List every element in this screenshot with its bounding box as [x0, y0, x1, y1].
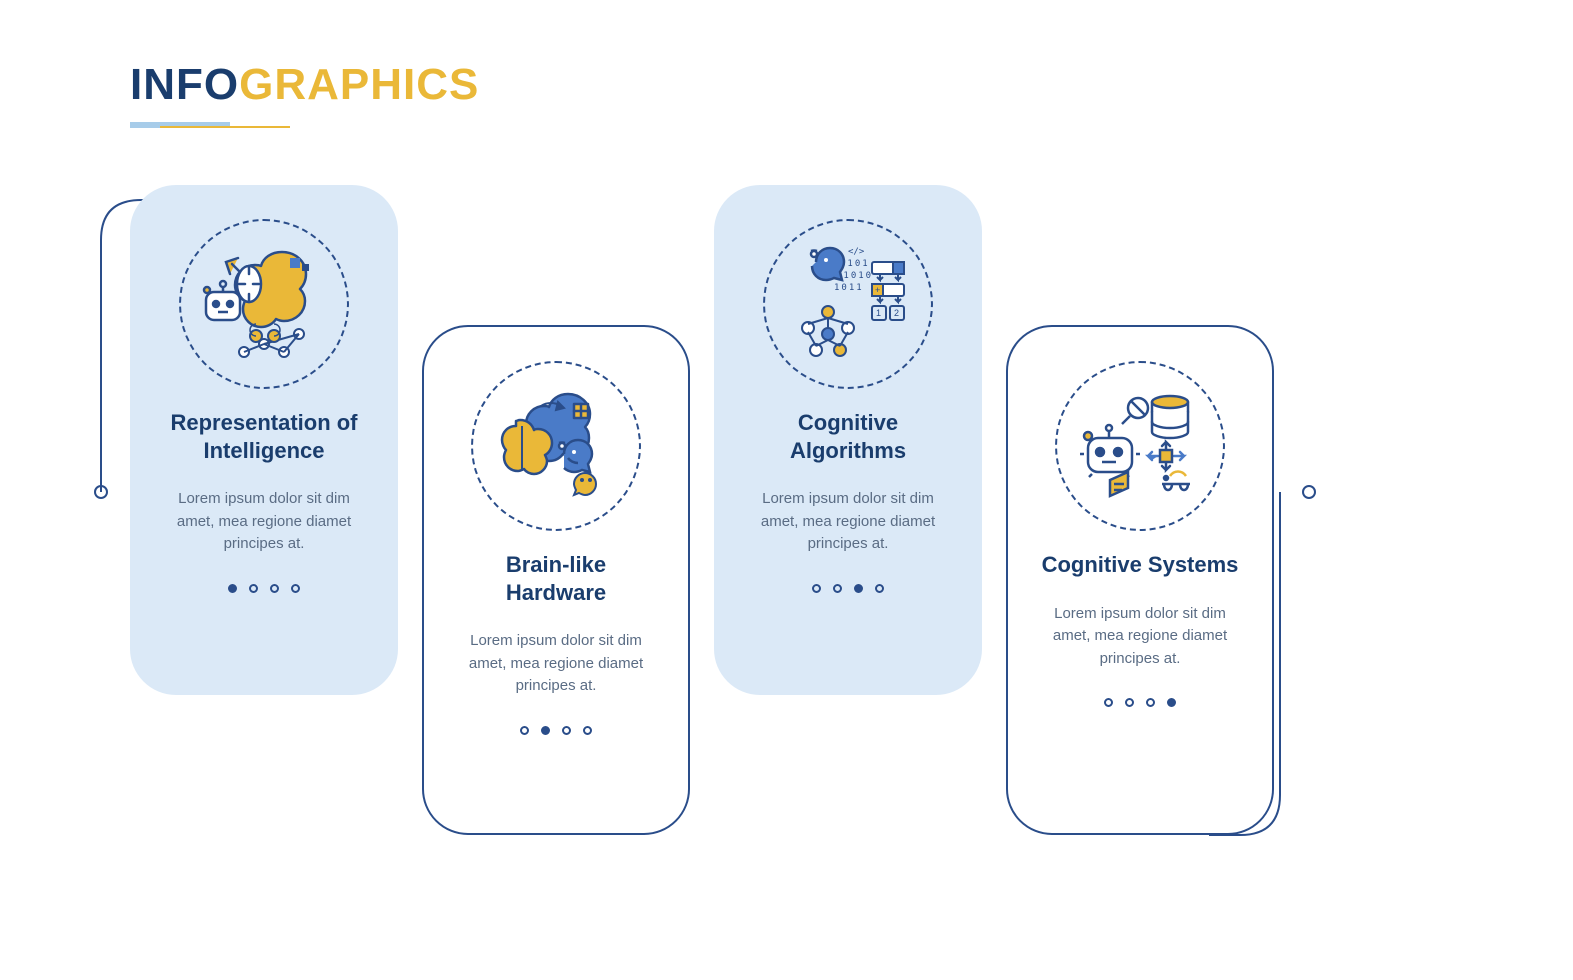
hardware-icon: [471, 361, 641, 531]
dot: [583, 726, 592, 735]
card-title: Brain-like Hardware: [448, 551, 664, 606]
dot: [1167, 698, 1176, 707]
card-0: Representation of Intelligence Lorem ipsu…: [130, 185, 398, 695]
dot: [1146, 698, 1155, 707]
dot: [562, 726, 571, 735]
dot: [270, 584, 279, 593]
title-underline: [130, 118, 300, 130]
dot: [833, 584, 842, 593]
card-title: Cognitive Systems: [1032, 551, 1248, 579]
dot: [854, 584, 863, 593]
dot: [520, 726, 529, 735]
title-part2: GRAPHICS: [239, 60, 479, 109]
card-desc: Lorem ipsum dolor sit dim amet, mea regi…: [448, 630, 664, 698]
pagination-dots: [1032, 698, 1248, 707]
dot: [1125, 698, 1134, 707]
pagination-dots: [738, 584, 958, 593]
card-desc: Lorem ipsum dolor sit dim amet, mea regi…: [738, 488, 958, 556]
dot: [812, 584, 821, 593]
page-title: INFOGRAPHICS: [130, 60, 1450, 110]
systems-icon: [1055, 361, 1225, 531]
svg-text:2: 2: [894, 308, 899, 318]
dot: [541, 726, 550, 735]
card-desc: Lorem ipsum dolor sit dim amet, mea regi…: [1032, 603, 1248, 671]
svg-text:1011: 1011: [834, 283, 864, 293]
cards-row: Representation of Intelligence Lorem ipsu…: [130, 185, 1450, 965]
dot: [1104, 698, 1113, 707]
dot: [228, 584, 237, 593]
card-title: Representation of Intelligence: [154, 409, 374, 464]
connector-end-dot: [1302, 485, 1316, 499]
card-desc: Lorem ipsum dolor sit dim amet, mea regi…: [154, 488, 374, 556]
dot: [249, 584, 258, 593]
intelligence-icon: [179, 219, 349, 389]
pagination-dots: [154, 584, 374, 593]
pagination-dots: [448, 726, 664, 735]
card-2: </> 0101 11010 1011 + 1 2: [714, 185, 982, 695]
algorithms-icon: </> 0101 11010 1011 + 1 2: [763, 219, 933, 389]
card-1: Brain-like Hardware Lorem ipsum dolor sit…: [422, 325, 690, 835]
svg-text:+: +: [875, 285, 880, 295]
svg-text:1: 1: [876, 308, 881, 318]
dot: [291, 584, 300, 593]
svg-text:</>: </>: [848, 247, 865, 257]
dot: [875, 584, 884, 593]
title-part1: INFO: [130, 60, 239, 109]
card-title: Cognitive Algorithms: [738, 409, 958, 464]
card-3: Cognitive Systems Lorem ipsum dolor sit d…: [1006, 325, 1274, 835]
